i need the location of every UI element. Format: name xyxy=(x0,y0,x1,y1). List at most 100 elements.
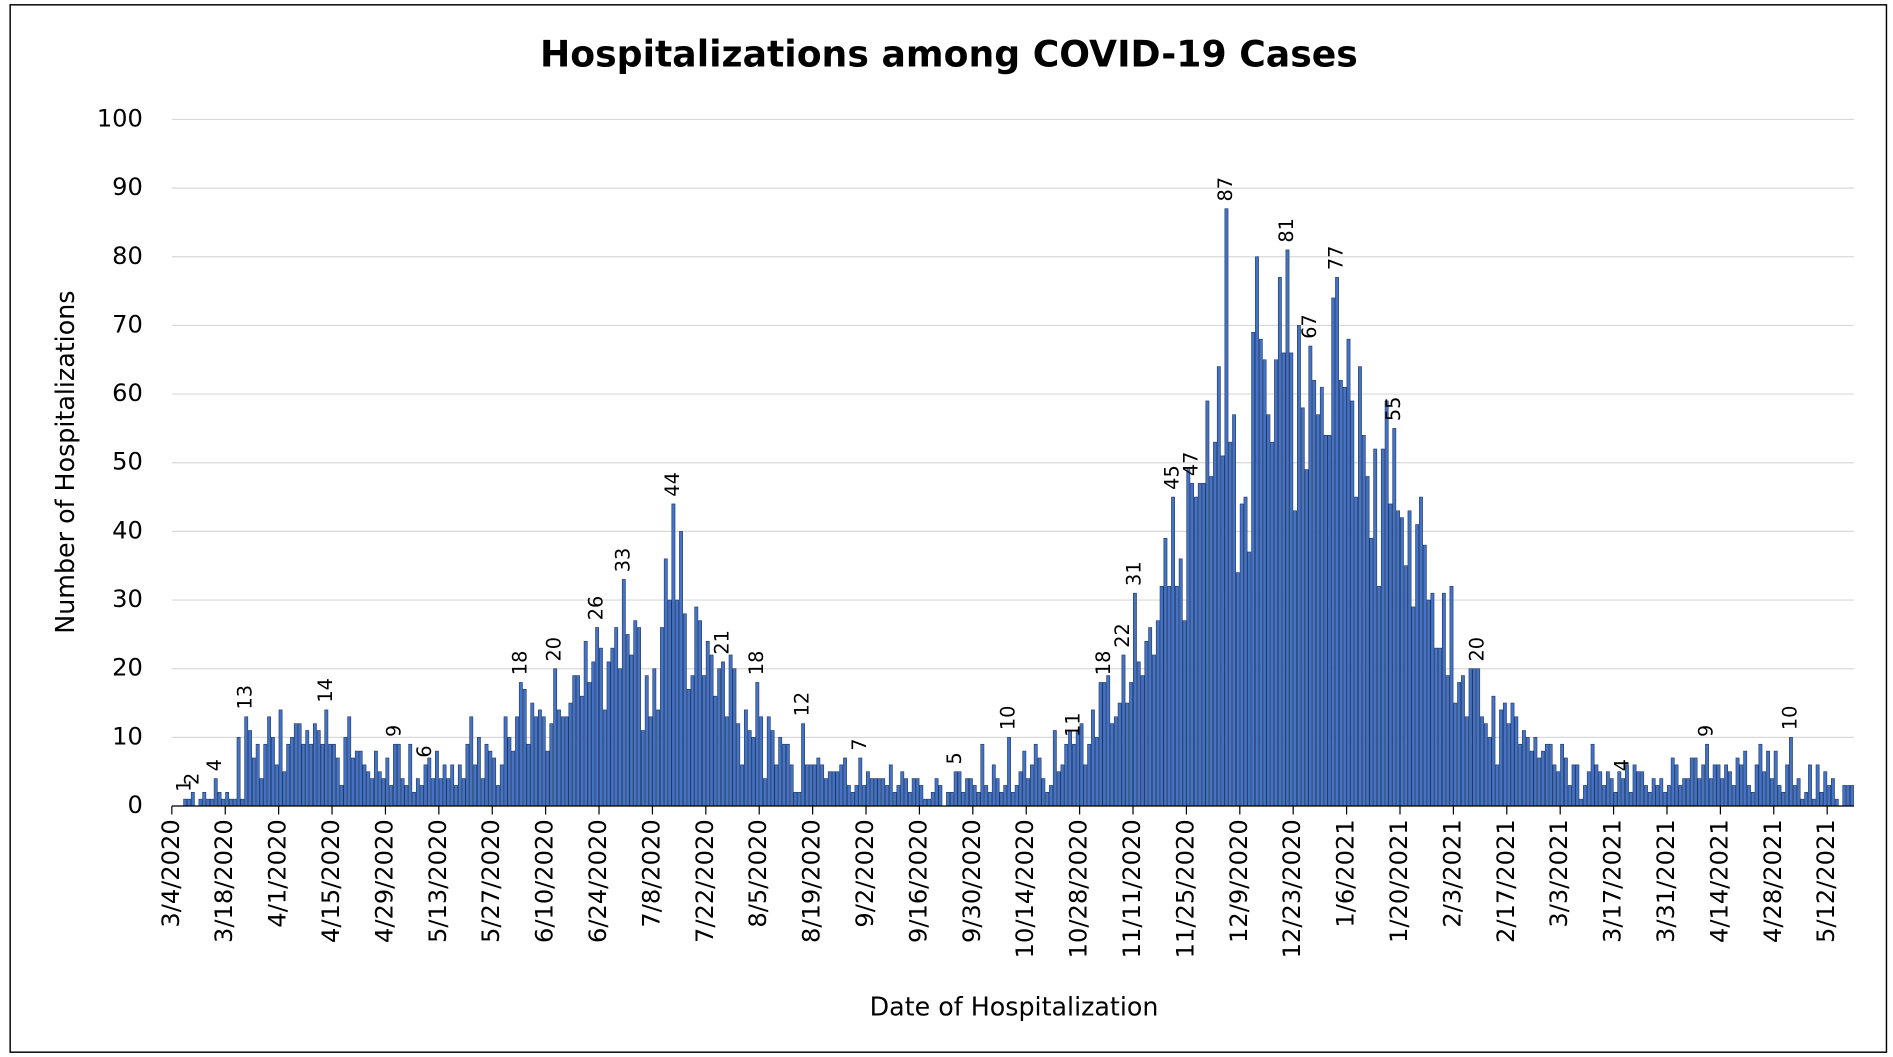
bar xyxy=(358,750,363,807)
x-tick-label: 5/12/2021 xyxy=(1812,819,1840,943)
bar xyxy=(1792,785,1797,807)
bar xyxy=(1041,778,1046,807)
bar xyxy=(1113,716,1118,807)
bar xyxy=(1049,785,1053,807)
bar xyxy=(484,743,489,807)
bar xyxy=(812,764,817,807)
data-label: 4 xyxy=(203,759,226,771)
bar xyxy=(454,785,458,807)
bar xyxy=(1678,785,1683,807)
bar xyxy=(1560,743,1565,807)
bar xyxy=(1262,359,1267,807)
bar xyxy=(858,757,863,807)
bar xyxy=(1754,764,1759,807)
bar xyxy=(1811,798,1816,807)
bar xyxy=(728,654,733,807)
bar xyxy=(633,620,638,807)
data-label: 81 xyxy=(1275,218,1298,243)
bar xyxy=(1030,764,1034,807)
bar xyxy=(1731,785,1736,807)
bar xyxy=(1483,723,1488,807)
bar xyxy=(396,743,401,807)
bar xyxy=(1705,743,1709,807)
bar xyxy=(1224,208,1229,807)
bar xyxy=(1167,586,1172,807)
x-tick-label: 11/25/2020 xyxy=(1171,819,1199,958)
bar xyxy=(911,778,916,807)
bar xyxy=(827,771,832,807)
data-label: 12 xyxy=(791,692,814,717)
bar xyxy=(850,791,855,807)
bar xyxy=(770,730,775,807)
bar xyxy=(274,764,279,807)
bar xyxy=(1068,730,1072,807)
data-label: 22 xyxy=(1111,623,1134,648)
y-tick-label: 80 xyxy=(112,242,143,270)
bar xyxy=(1140,675,1145,807)
bar xyxy=(248,730,252,807)
bar xyxy=(747,730,752,807)
data-label: 7 xyxy=(848,738,871,750)
bar xyxy=(1617,771,1622,807)
bar xyxy=(1155,620,1160,807)
bar xyxy=(599,647,603,807)
bar xyxy=(431,778,436,807)
bar xyxy=(343,737,348,807)
bar xyxy=(1743,750,1748,807)
bar xyxy=(782,743,786,807)
bar xyxy=(793,791,798,807)
bar xyxy=(312,723,317,807)
bar xyxy=(1842,785,1847,807)
bar xyxy=(381,778,386,807)
x-tick-label: 11/11/2020 xyxy=(1118,819,1146,958)
bar xyxy=(1621,778,1626,807)
bar xyxy=(290,737,294,807)
bar xyxy=(686,689,691,807)
bar xyxy=(419,785,424,807)
bar xyxy=(1644,785,1648,807)
bar xyxy=(621,579,626,807)
bar xyxy=(1373,448,1378,807)
bar xyxy=(1666,785,1671,807)
bar xyxy=(1533,737,1538,807)
bar xyxy=(305,730,310,807)
x-tick-label: 8/5/2020 xyxy=(744,819,772,927)
bar xyxy=(1377,586,1381,807)
bar xyxy=(1781,791,1786,807)
bar xyxy=(1285,249,1290,807)
bar xyxy=(465,743,470,807)
bar xyxy=(1472,668,1477,807)
bar xyxy=(980,743,985,807)
data-label: 55 xyxy=(1382,397,1405,422)
bar xyxy=(801,723,805,807)
bar xyxy=(1777,785,1782,807)
bar xyxy=(1102,682,1107,807)
bar xyxy=(251,757,256,807)
bar xyxy=(374,750,378,807)
bar xyxy=(1266,414,1271,807)
bar xyxy=(1365,476,1370,807)
bar xyxy=(1075,730,1080,807)
bar xyxy=(526,743,531,807)
bar xyxy=(1033,743,1038,807)
bar xyxy=(1499,709,1503,807)
bar xyxy=(560,716,565,807)
x-tick-label: 3/18/2020 xyxy=(210,819,238,943)
bar xyxy=(698,620,703,807)
bar xyxy=(1808,764,1812,807)
bar xyxy=(1529,750,1534,807)
bar xyxy=(461,778,466,807)
bar xyxy=(446,778,451,807)
bar xyxy=(293,723,298,807)
bar xyxy=(934,778,939,807)
bar xyxy=(984,785,989,807)
bar xyxy=(518,682,523,807)
data-label: 11 xyxy=(1061,712,1084,737)
bar xyxy=(1579,798,1584,807)
x-tick-label: 1/6/2021 xyxy=(1332,819,1360,927)
bar xyxy=(1174,586,1179,807)
bar xyxy=(778,737,783,807)
x-tick-label: 7/22/2020 xyxy=(691,819,719,943)
bar xyxy=(1697,778,1702,807)
bar xyxy=(1342,386,1347,807)
